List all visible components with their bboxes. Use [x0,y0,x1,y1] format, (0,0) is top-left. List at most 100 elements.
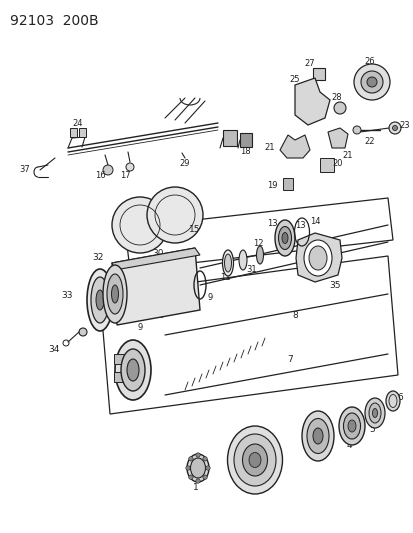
Ellipse shape [111,285,118,303]
Circle shape [185,466,190,470]
Polygon shape [112,248,199,270]
Circle shape [388,122,400,134]
Text: 9: 9 [207,294,212,303]
Polygon shape [327,128,347,148]
Text: 10: 10 [154,311,165,319]
Text: 9: 9 [137,324,142,333]
Ellipse shape [308,246,326,270]
Text: 92103  200B: 92103 200B [10,14,98,28]
Ellipse shape [306,418,328,454]
Bar [70,128,77,137]
Ellipse shape [227,426,282,494]
Text: 33: 33 [62,290,73,300]
Circle shape [352,126,360,134]
Text: 18: 18 [239,148,250,157]
Text: 6: 6 [396,393,402,402]
Bar [114,354,124,364]
Circle shape [188,475,192,479]
Circle shape [195,479,200,483]
Circle shape [195,453,200,457]
Text: 22: 22 [364,138,374,147]
Text: 25: 25 [289,76,299,85]
Text: 36: 36 [122,350,133,359]
Bar [114,372,124,382]
Ellipse shape [372,408,377,417]
Ellipse shape [233,434,275,486]
Ellipse shape [91,277,109,323]
Polygon shape [294,78,329,125]
Text: 15: 15 [189,225,200,235]
Text: 37: 37 [19,166,30,174]
Ellipse shape [238,250,247,270]
Text: 13: 13 [266,219,277,228]
Circle shape [333,102,345,114]
Text: 31: 31 [246,265,257,274]
Circle shape [392,125,396,131]
Text: 3: 3 [312,454,318,463]
Circle shape [126,163,134,171]
Polygon shape [295,233,341,282]
Circle shape [202,457,207,461]
Text: 16: 16 [95,171,105,180]
Circle shape [205,466,210,470]
Ellipse shape [127,359,139,381]
Text: 19: 19 [267,181,277,190]
Ellipse shape [121,349,145,391]
Bar [319,158,333,172]
Bar [240,133,252,147]
Ellipse shape [385,391,399,411]
Text: 14: 14 [309,217,320,227]
Ellipse shape [96,290,104,310]
Ellipse shape [107,274,123,314]
Ellipse shape [303,240,331,276]
Text: 26: 26 [364,58,375,67]
Ellipse shape [301,411,333,461]
Ellipse shape [364,398,384,428]
Text: 11: 11 [219,273,230,282]
Text: 5: 5 [368,425,374,434]
Bar [223,130,236,146]
Ellipse shape [274,220,294,256]
Polygon shape [279,135,309,158]
Ellipse shape [242,444,267,476]
Text: 2: 2 [249,479,255,488]
Bar [282,178,292,190]
Polygon shape [112,248,199,325]
Ellipse shape [338,407,364,445]
Bar [79,128,86,137]
Text: 12: 12 [252,238,263,247]
Text: 24: 24 [73,119,83,128]
Circle shape [103,165,113,175]
Text: 23: 23 [398,120,408,130]
Circle shape [188,457,192,461]
Bar [312,68,324,80]
Ellipse shape [87,269,113,331]
Ellipse shape [187,454,209,482]
Ellipse shape [190,458,205,478]
Ellipse shape [256,246,263,264]
Text: 29: 29 [179,158,190,167]
Text: 8: 8 [292,311,297,319]
Text: 27: 27 [304,59,315,68]
Text: 17: 17 [119,171,130,180]
Circle shape [360,71,382,93]
Ellipse shape [281,232,287,244]
Circle shape [366,77,376,87]
Text: 32: 32 [92,253,103,262]
Circle shape [147,187,202,243]
Text: 30: 30 [152,248,164,257]
Circle shape [202,475,207,479]
Text: 35: 35 [328,280,340,289]
Circle shape [112,197,168,253]
Ellipse shape [343,413,360,439]
Ellipse shape [224,254,231,272]
Text: 13: 13 [294,221,304,230]
Ellipse shape [278,227,291,249]
Text: 21: 21 [264,143,274,152]
Circle shape [353,64,389,100]
Ellipse shape [347,420,355,432]
Text: 34: 34 [48,345,60,354]
Ellipse shape [368,403,380,423]
Text: 1: 1 [192,482,198,491]
Ellipse shape [115,340,151,400]
